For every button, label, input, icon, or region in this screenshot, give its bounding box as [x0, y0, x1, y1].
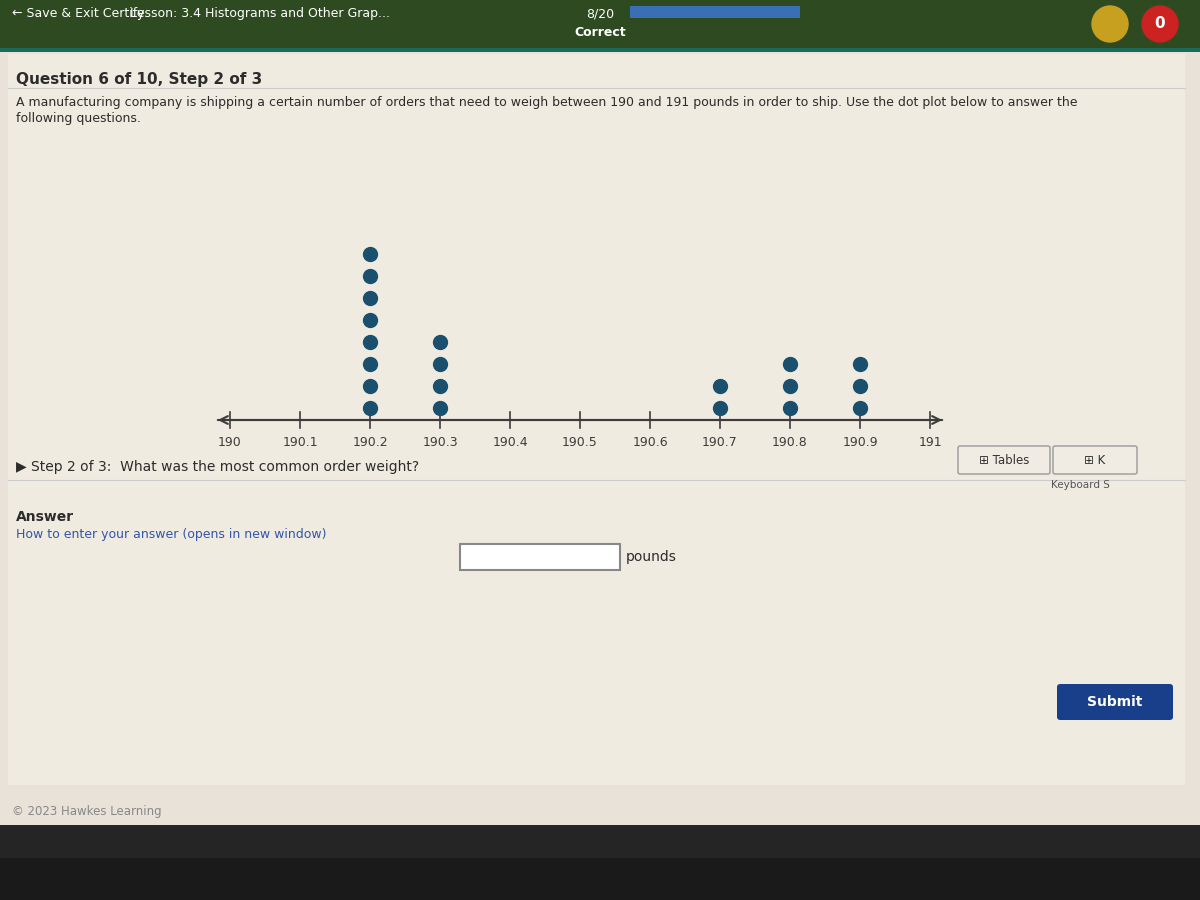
- Circle shape: [1142, 6, 1178, 42]
- FancyBboxPatch shape: [1057, 684, 1174, 720]
- Text: 0: 0: [1154, 16, 1165, 32]
- Text: following questions.: following questions.: [16, 112, 140, 125]
- Text: 190.5: 190.5: [562, 436, 598, 449]
- Text: © 2023 Hawkes Learning: © 2023 Hawkes Learning: [12, 805, 162, 817]
- Text: ← Save & Exit Certify: ← Save & Exit Certify: [12, 7, 144, 21]
- Text: 190.9: 190.9: [842, 436, 878, 449]
- Text: 8/20: 8/20: [586, 7, 614, 21]
- Text: 190.2: 190.2: [352, 436, 388, 449]
- Text: Question 6 of 10, Step 2 of 3: Question 6 of 10, Step 2 of 3: [16, 72, 263, 87]
- Text: 190.3: 190.3: [422, 436, 458, 449]
- Text: 190.1: 190.1: [282, 436, 318, 449]
- Text: 190: 190: [218, 436, 242, 449]
- Circle shape: [1092, 6, 1128, 42]
- Bar: [0, 0, 1200, 48]
- Text: A manufacturing company is shipping a certain number of orders that need to weig: A manufacturing company is shipping a ce…: [16, 96, 1078, 109]
- FancyBboxPatch shape: [1054, 446, 1138, 474]
- Bar: [0, 52, 1200, 825]
- Bar: [0, 825, 1200, 900]
- Text: 191: 191: [918, 436, 942, 449]
- Text: 190.7: 190.7: [702, 436, 738, 449]
- Text: Keyboard S: Keyboard S: [1050, 480, 1110, 490]
- Text: Submit: Submit: [1087, 695, 1142, 709]
- Bar: [0, 48, 1200, 52]
- Text: Answer: Answer: [16, 510, 74, 524]
- Text: pounds: pounds: [626, 550, 677, 564]
- Text: How to enter your answer (opens in new window): How to enter your answer (opens in new w…: [16, 528, 326, 541]
- Bar: [460, 544, 620, 570]
- Text: 190.8: 190.8: [772, 436, 808, 449]
- Bar: [0, 858, 1200, 900]
- Text: ▶ Step 2 of 3:  What was the most common order weight?: ▶ Step 2 of 3: What was the most common …: [16, 460, 419, 474]
- FancyBboxPatch shape: [958, 446, 1050, 474]
- Bar: [630, 6, 800, 18]
- Text: 190.6: 190.6: [632, 436, 668, 449]
- Text: Correct: Correct: [574, 25, 626, 39]
- Text: 190.4: 190.4: [492, 436, 528, 449]
- Bar: [8, 54, 1186, 785]
- Text: ⊞ K: ⊞ K: [1085, 454, 1105, 466]
- Text: Lesson: 3.4 Histograms and Other Grap...: Lesson: 3.4 Histograms and Other Grap...: [130, 7, 390, 21]
- Text: ⊞ Tables: ⊞ Tables: [979, 454, 1030, 466]
